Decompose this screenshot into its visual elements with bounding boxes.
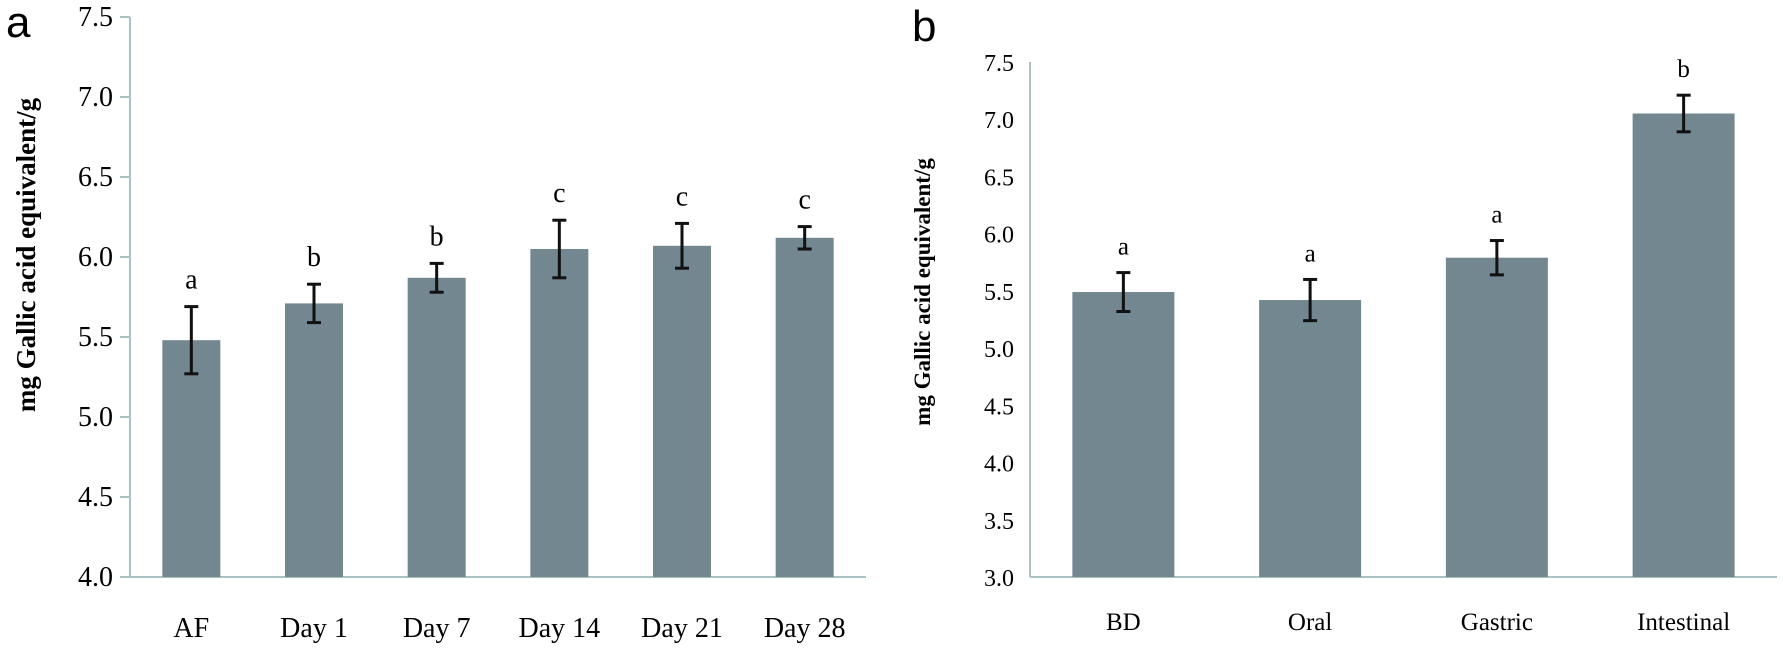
bar-day-28 [775, 237, 834, 578]
error-bar [429, 261, 444, 294]
y-tick-label: 6.5 [984, 165, 1014, 191]
significance-letter: a [1118, 234, 1129, 261]
panel-letter-b: b [912, 2, 936, 51]
category-label: Day 1 [280, 613, 348, 644]
category-label: AF [173, 613, 209, 644]
bar-day-14 [530, 249, 589, 577]
panel-letter-a: a [6, 0, 31, 47]
y-tick-label: 7.0 [78, 82, 113, 113]
y-axis-label-b: mg Gallic acid equivalent/g [910, 158, 935, 426]
y-tick-label: 5.5 [78, 322, 113, 353]
chart-panel-a: a mg Gallic acid equivalent/g 4.0 4.5 5.0 5… [6, 0, 866, 644]
y-tick-label: 4.5 [78, 482, 113, 513]
y-tick-label: 5.0 [78, 402, 113, 433]
significance-letter: a [1491, 202, 1502, 229]
error-bar [1303, 277, 1318, 323]
chart-panel-b: b mg Gallic acid equivalent/g 3.0 3.5 4.0 4… [910, 2, 1777, 636]
significance-letter: c [676, 181, 688, 212]
bar-intestinal [1632, 113, 1735, 577]
significance-letter: b [1677, 56, 1690, 83]
error-bar [1489, 239, 1504, 277]
category-label: Intestinal [1637, 609, 1730, 636]
y-tick-label: 5.0 [984, 337, 1014, 363]
significance-letter: a [185, 265, 198, 296]
y-tick-label: 3.5 [984, 509, 1014, 535]
significance-letter: b [307, 242, 321, 273]
significance-letter: c [798, 185, 810, 216]
y-tick-label: 4.5 [984, 394, 1014, 420]
bar-day-7 [407, 277, 466, 577]
bar-bd [1072, 292, 1175, 577]
category-label: Day 28 [764, 613, 846, 644]
y-tick-label: 3.0 [984, 566, 1014, 592]
bar-day-21 [653, 245, 711, 578]
bar-af [162, 340, 221, 577]
significance-letter: c [553, 178, 565, 209]
error-bar [1116, 271, 1131, 313]
y-tick-label: 7.5 [984, 51, 1014, 77]
error-bar [797, 225, 812, 251]
category-label: BD [1106, 609, 1141, 636]
y-axis-label-a: mg Gallic acid equivalent/g [11, 97, 41, 412]
y-tick-label: 4.0 [78, 562, 113, 593]
category-label: Gastric [1461, 609, 1533, 636]
error-bar [552, 218, 567, 280]
y-tick-label: 6.5 [78, 162, 113, 193]
bar-oral [1259, 300, 1362, 577]
category-label: Oral [1288, 609, 1332, 636]
bar-gastric [1445, 257, 1548, 577]
y-tick-label: 7.0 [984, 108, 1014, 134]
error-bar [1676, 93, 1691, 134]
category-label: Day 14 [519, 613, 601, 644]
category-label: Day 7 [403, 613, 471, 644]
significance-letter: a [1305, 240, 1316, 267]
y-tick-label: 5.5 [984, 280, 1014, 306]
bar-day-1 [285, 303, 343, 577]
error-bar [675, 221, 689, 270]
y-tick-label: 6.0 [78, 242, 113, 273]
y-tick-label: 7.5 [78, 2, 113, 33]
y-tick-label: 6.0 [984, 223, 1014, 249]
category-label: Day 21 [641, 613, 723, 644]
error-bar [307, 282, 321, 325]
y-tick-label: 4.0 [984, 452, 1014, 478]
significance-letter: b [430, 221, 444, 252]
error-bar [184, 305, 199, 376]
